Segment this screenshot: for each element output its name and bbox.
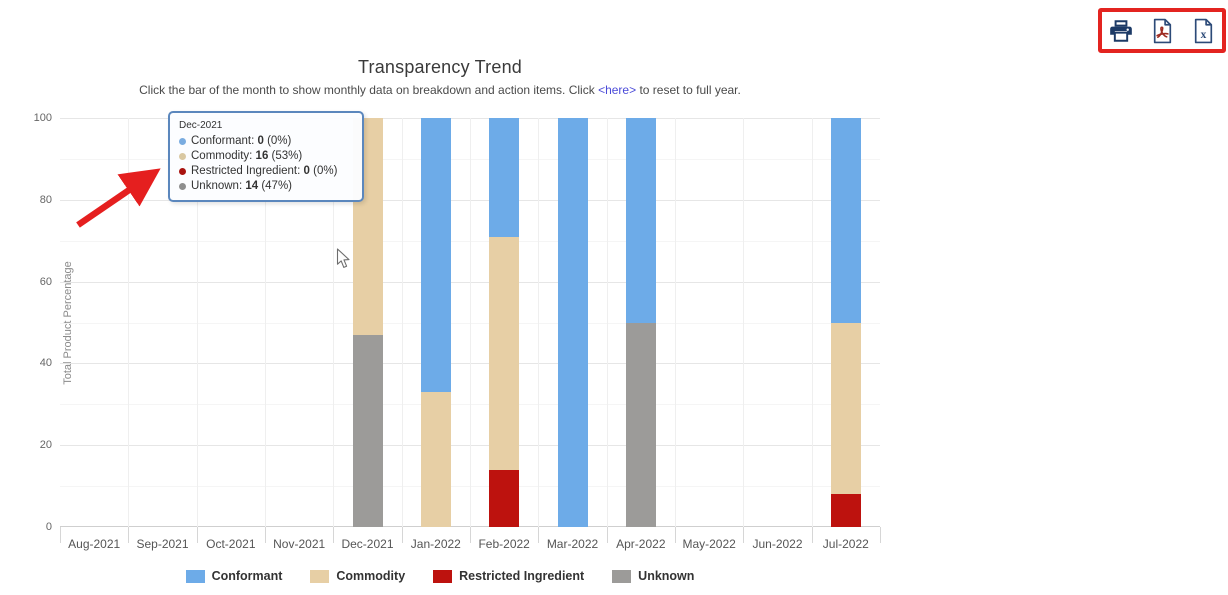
x-axis-tick [743, 527, 744, 543]
export-toolbar-highlight: x [1098, 8, 1226, 53]
x-axis-tick [812, 527, 813, 543]
x-axis-tick [402, 527, 403, 543]
x-axis-tick [197, 527, 198, 543]
x-axis-label: Apr-2022 [616, 537, 666, 551]
tooltip-row-text: Conformant: 0 (0%) [191, 135, 292, 147]
tooltip-row-text: Commodity: 16 (53%) [191, 150, 303, 162]
chart-tooltip: Dec-2021 Conformant: 0 (0%) Commodity: 16… [168, 111, 364, 202]
gridline-vertical [128, 118, 129, 527]
bar-segment-unknown-Dec-2021[interactable] [352, 334, 383, 527]
y-axis-tick-label: 60 [39, 275, 52, 288]
x-axis-tick [470, 527, 471, 543]
x-axis-label: May-2022 [682, 537, 736, 551]
legend-item-commodity[interactable]: Commodity [310, 569, 405, 583]
annotation-arrow-icon [76, 168, 161, 228]
legend-item-label: Commodity [336, 569, 406, 583]
gridline-vertical [743, 118, 744, 527]
tooltip-row-text: Restricted Ingredient: 0 (0%) [191, 165, 338, 177]
x-axis-label: Mar-2022 [546, 537, 599, 551]
x-axis-label: Feb-2022 [478, 537, 530, 551]
chart-legend: Conformant Commodity Restricted Ingredient… [0, 569, 880, 583]
svg-text:x: x [1200, 28, 1206, 40]
gridline-vertical [197, 118, 198, 527]
bar-segment-commodity-Feb-2022[interactable] [489, 236, 520, 470]
x-axis-label: Dec-2021 [341, 537, 394, 551]
bar-segment-restricted-ingredient-Feb-2022[interactable] [489, 469, 520, 527]
gridline-vertical [470, 118, 471, 527]
reset-to-full-year-link[interactable]: <here> [598, 83, 637, 97]
legend-swatch-icon [433, 569, 453, 583]
x-axis-label: Jan-2022 [410, 537, 461, 551]
excel-export-icon[interactable]: x [1190, 17, 1217, 44]
bar-segment-commodity-Jul-2022[interactable] [830, 322, 861, 495]
pdf-export-icon[interactable] [1149, 17, 1176, 44]
y-axis-tick-label: 20 [39, 439, 52, 452]
tooltip-row: Commodity: 16 (53%) [179, 149, 353, 164]
bar-segment-conformant-Jan-2022[interactable] [420, 118, 451, 393]
x-axis-tick [128, 527, 129, 543]
chart-title: Transparency Trend [357, 57, 522, 77]
gridline-vertical [607, 118, 608, 527]
series-dot-icon [179, 168, 186, 175]
tooltip-header: Dec-2021 [179, 120, 223, 131]
x-axis-tick [265, 527, 266, 543]
x-axis-tick [607, 527, 608, 543]
legend-swatch-icon [185, 569, 205, 583]
y-axis-tick-label: 0 [45, 521, 52, 533]
y-axis-tick-label: 40 [39, 357, 52, 370]
subtitle-text-before: Click the bar of the month to show month… [139, 83, 595, 97]
tooltip-rows: Conformant: 0 (0%) Commodity: 16 (53%) Res… [179, 134, 353, 194]
x-axis-label: Nov-2021 [273, 537, 326, 551]
gridline-vertical [538, 118, 539, 527]
bar-segment-commodity-Jan-2022[interactable] [420, 392, 451, 527]
x-axis-tick [333, 527, 334, 543]
gridline-vertical [333, 118, 334, 527]
tooltip-row-text: Unknown: 14 (47%) [191, 180, 293, 192]
tooltip-row: Restricted Ingredient: 0 (0%) [179, 164, 353, 179]
chart-plot-area: Total Product Percentage 0 20 40 60 80 100 Aug… [34, 112, 881, 551]
legend-item-conformant[interactable]: Conformant [185, 569, 283, 583]
x-axis-label: Sep-2021 [136, 537, 189, 551]
legend-item-label: Unknown [638, 569, 695, 583]
mouse-cursor-icon [336, 248, 350, 268]
gridline-vertical [812, 118, 813, 527]
series-dot-icon [179, 153, 186, 160]
bar-segment-conformant-Apr-2022[interactable] [625, 118, 656, 323]
bar-segment-restricted-ingredient-Jul-2022[interactable] [830, 494, 861, 527]
series-dot-icon [179, 183, 186, 190]
legend-item-label: Restricted Ingredient [459, 569, 585, 583]
x-axis-tick [880, 527, 881, 543]
tooltip-row: Conformant: 0 (0%) [179, 134, 353, 149]
gridline-vertical [265, 118, 266, 527]
print-icon[interactable] [1108, 17, 1135, 44]
gridline-vertical [402, 118, 403, 527]
subtitle-text-after: to reset to full year. [639, 83, 741, 97]
bar-segment-conformant-Mar-2022[interactable] [557, 118, 588, 527]
x-axis-label: Jul-2022 [822, 537, 869, 551]
chart-header: Transparency Trend Click the bar of the … [0, 57, 880, 97]
legend-swatch-icon [612, 569, 632, 583]
chart-subtitle: Click the bar of the month to show month… [0, 83, 880, 97]
x-axis-tick [60, 527, 61, 543]
tooltip-row: Unknown: 14 (47%) [179, 179, 353, 194]
series-dot-icon [179, 138, 186, 145]
x-axis-label: Oct-2021 [206, 537, 256, 551]
legend-item-unknown[interactable]: Unknown [612, 569, 694, 583]
legend-item-restricted-ingredient[interactable]: Restricted Ingredient [433, 569, 584, 583]
x-axis-tick [675, 527, 676, 543]
y-axis-tick-label: 80 [39, 193, 52, 206]
x-axis-tick [538, 527, 539, 543]
bar-segment-unknown-Apr-2022[interactable] [625, 322, 656, 527]
legend-swatch-icon [310, 569, 330, 583]
gridline-vertical [675, 118, 676, 527]
y-axis-tick-label: 100 [33, 112, 52, 124]
x-axis-label: Aug-2021 [68, 537, 121, 551]
x-axis-label: Jun-2022 [752, 537, 803, 551]
bar-segment-conformant-Jul-2022[interactable] [830, 118, 861, 323]
legend-item-label: Conformant [211, 569, 283, 583]
bar-segment-conformant-Feb-2022[interactable] [489, 118, 520, 237]
